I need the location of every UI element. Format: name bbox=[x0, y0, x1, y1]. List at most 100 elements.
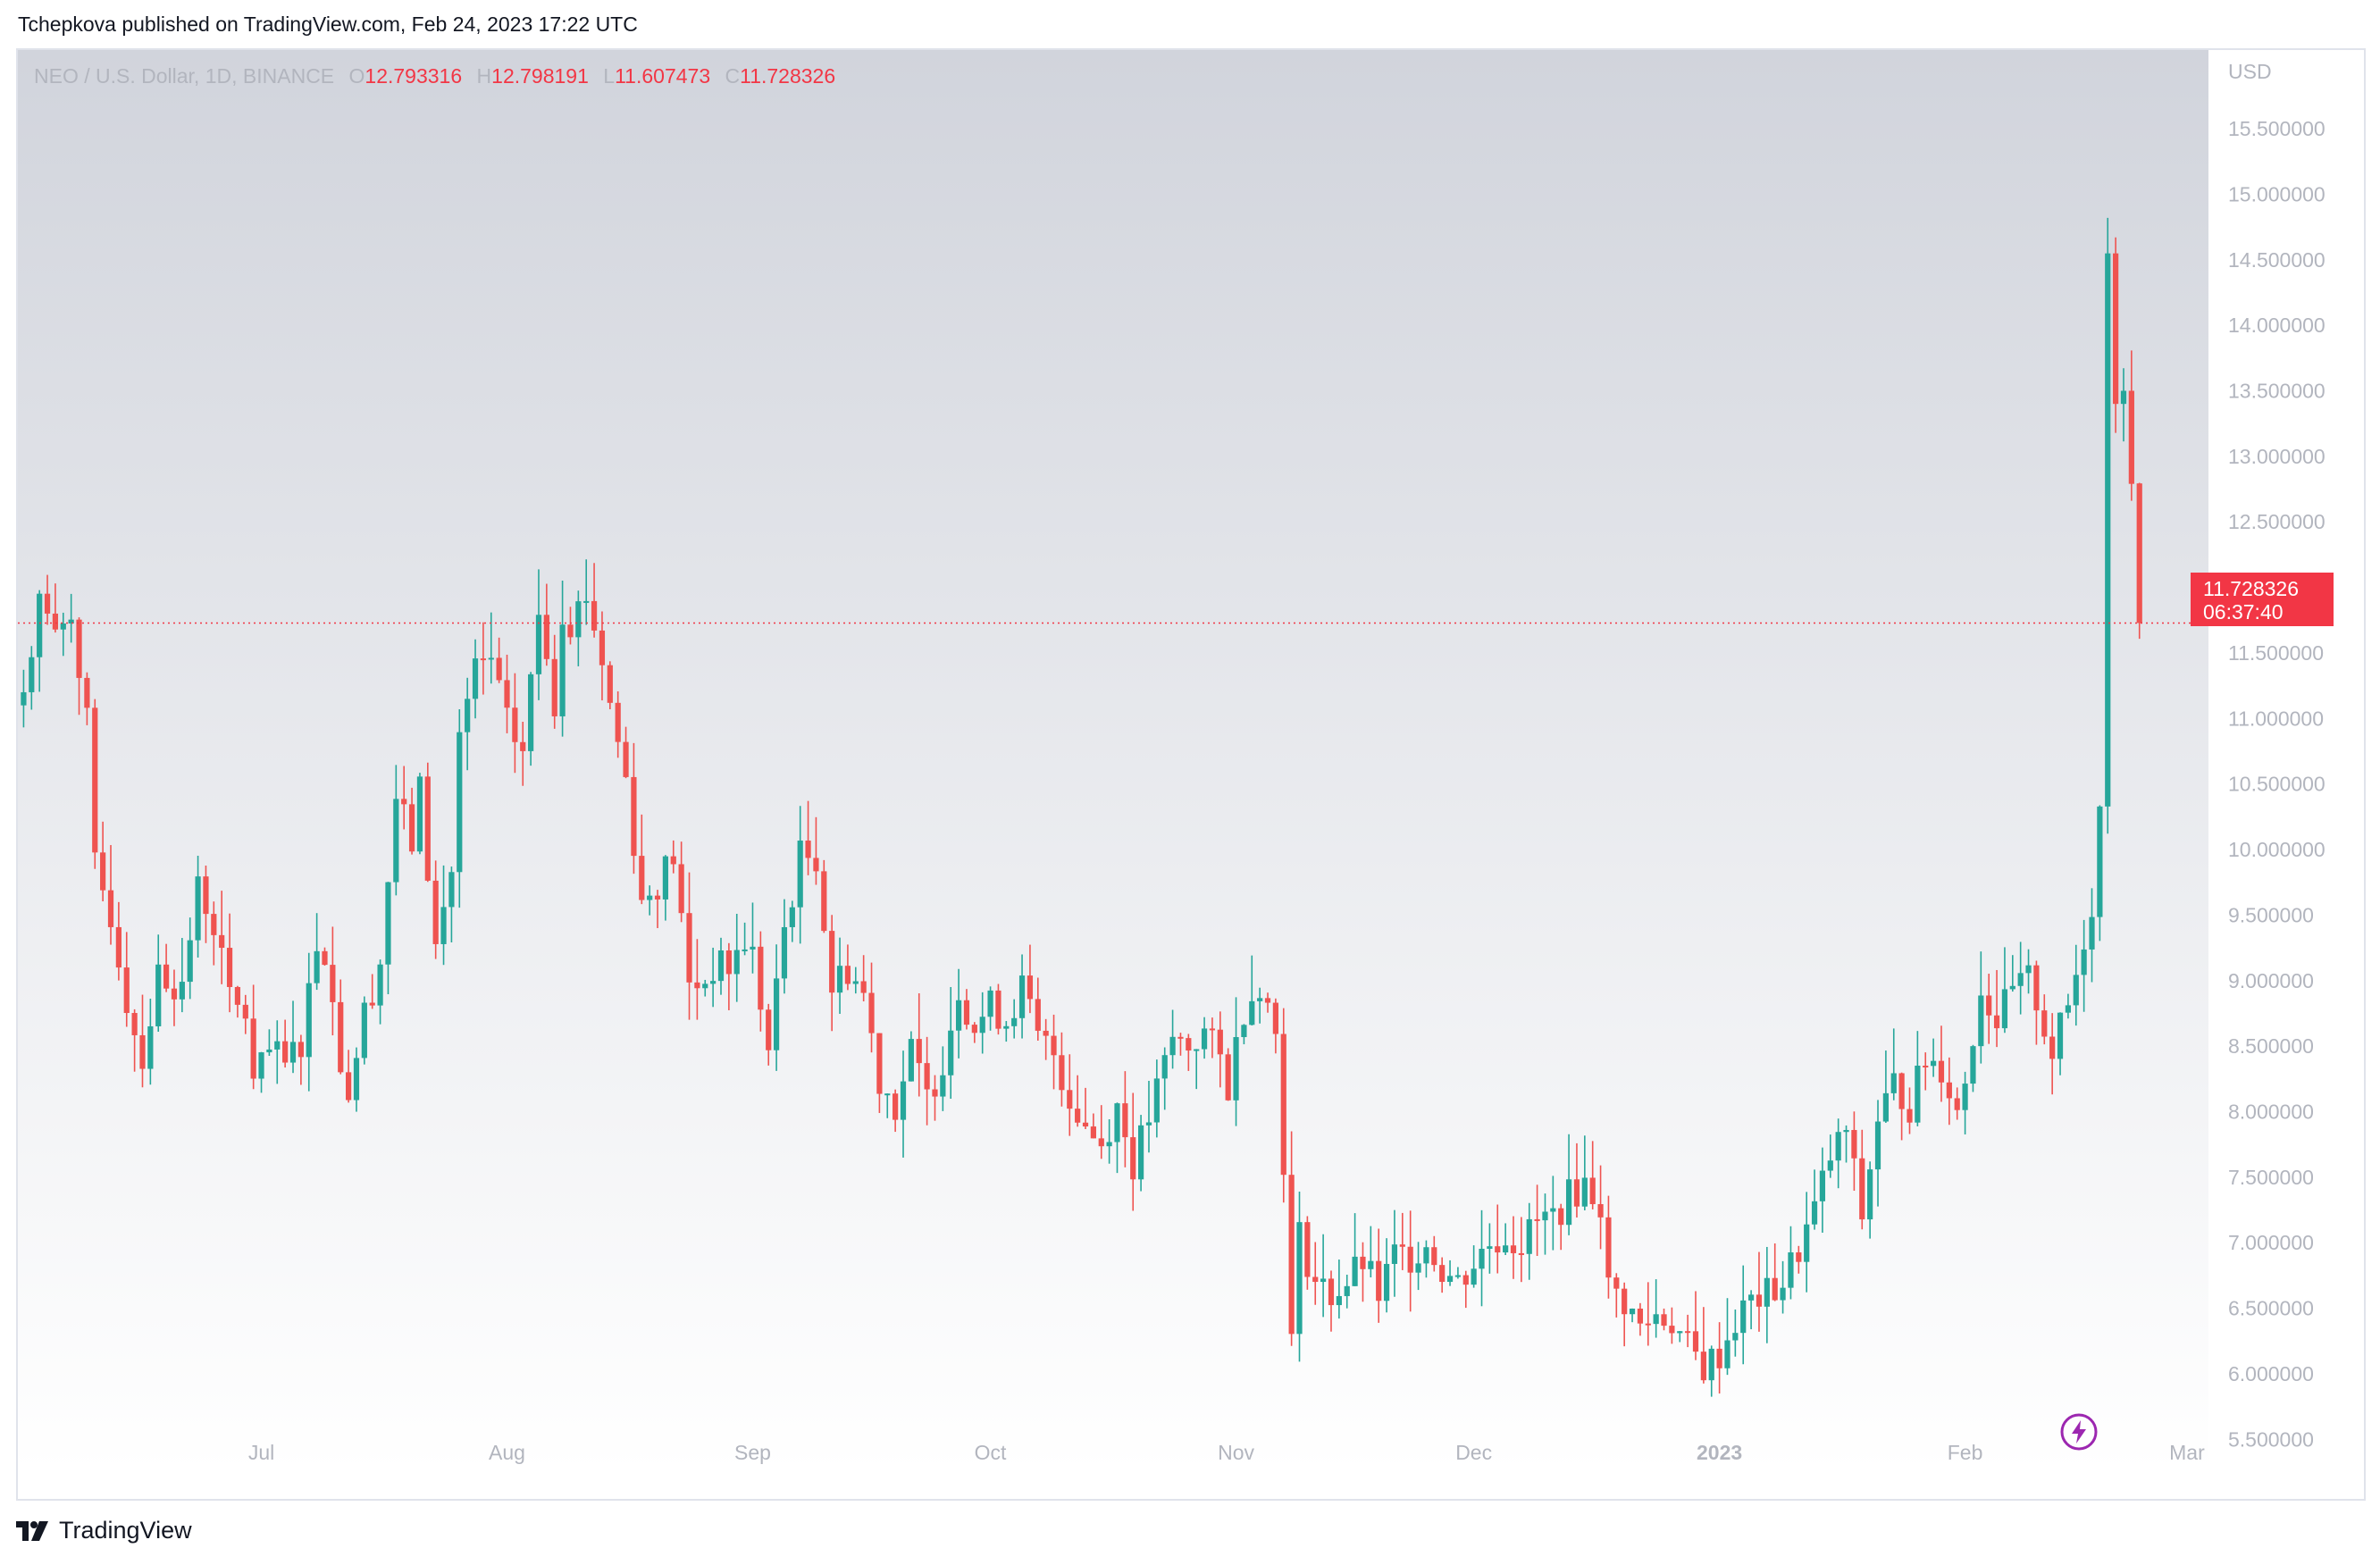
candle-body bbox=[1145, 1122, 1152, 1126]
candle-body bbox=[789, 907, 795, 927]
candle-body bbox=[416, 776, 423, 852]
candle-body bbox=[2041, 1010, 2048, 1037]
candle-body bbox=[742, 949, 748, 951]
chart-area[interactable]: 5.500000 6.000000 6.500000 7.000000 7.500000… bbox=[16, 48, 2366, 1501]
candle-body bbox=[2097, 806, 2103, 917]
price-tick-label: 8.500000 bbox=[2228, 1034, 2314, 1058]
candle-body bbox=[1804, 1224, 1810, 1262]
candle-body bbox=[2017, 973, 2024, 986]
time-tick-label: 2023 bbox=[1697, 1441, 1742, 1464]
candle-body bbox=[1518, 1252, 1524, 1255]
candle-body bbox=[1874, 1121, 1881, 1170]
candle-body bbox=[1122, 1103, 1128, 1138]
candle-body bbox=[1907, 1109, 1913, 1123]
candle-body bbox=[876, 1033, 883, 1094]
price-tick-label: 7.500000 bbox=[2228, 1166, 2314, 1189]
candle-body bbox=[1819, 1170, 1826, 1201]
candle-body bbox=[266, 1049, 272, 1053]
candle-body bbox=[1296, 1222, 1303, 1335]
candlestick-chart[interactable]: 5.500000 6.000000 6.500000 7.000000 7.500000… bbox=[18, 50, 2364, 1499]
candle-body bbox=[1035, 999, 1041, 1031]
candle-body bbox=[1075, 1109, 1081, 1123]
symbol-legend[interactable]: NEO / U.S. Dollar, 1D, BINANCE O12.79331… bbox=[34, 64, 835, 88]
candle-body bbox=[1098, 1138, 1104, 1147]
candle-body bbox=[155, 964, 162, 1026]
lightning-icon[interactable] bbox=[2059, 1412, 2099, 1452]
candle-body bbox=[1399, 1244, 1405, 1247]
candle-body bbox=[710, 981, 717, 984]
candle-body bbox=[171, 988, 178, 1000]
time-axis[interactable]: Jul Aug Sep Oct Nov Dec 2023 Feb Mar bbox=[248, 1441, 2205, 1464]
candle-body bbox=[884, 1093, 891, 1096]
candle-body bbox=[1685, 1331, 1691, 1334]
time-tick-label: Feb bbox=[1948, 1441, 1983, 1464]
candle-body bbox=[1978, 995, 1984, 1047]
candle-body bbox=[2113, 253, 2119, 405]
candle-body bbox=[520, 741, 526, 751]
price-tick-label: 7.000000 bbox=[2228, 1231, 2314, 1254]
brand-name: TradingView bbox=[59, 1517, 192, 1544]
candle-body bbox=[583, 600, 590, 603]
candle-body bbox=[219, 934, 225, 949]
candle-body bbox=[1629, 1308, 1636, 1315]
candle-body bbox=[1732, 1333, 1739, 1341]
candle-body bbox=[424, 776, 431, 881]
candle-body bbox=[1613, 1277, 1620, 1289]
candle-body bbox=[385, 882, 391, 965]
symbol-description[interactable]: NEO / U.S. Dollar, 1D, BINANCE bbox=[34, 64, 335, 88]
candle-body bbox=[1597, 1204, 1604, 1218]
candle-body bbox=[2073, 975, 2079, 1006]
candle-body bbox=[639, 856, 645, 900]
candle-body bbox=[1550, 1208, 1556, 1212]
candle-body bbox=[1241, 1025, 1247, 1038]
open-label: O bbox=[348, 64, 365, 88]
footer-brand[interactable]: TradingView bbox=[16, 1517, 192, 1544]
candle-body bbox=[1288, 1175, 1295, 1335]
price-axis[interactable]: 5.500000 6.000000 6.500000 7.000000 7.500000… bbox=[2228, 117, 2326, 1451]
candle-body bbox=[670, 856, 676, 865]
candle-body bbox=[1186, 1038, 1192, 1051]
candle-body bbox=[29, 657, 35, 692]
candle-body bbox=[1368, 1260, 1374, 1269]
candle-body bbox=[1153, 1078, 1160, 1123]
time-tick-label: Mar bbox=[2169, 1441, 2205, 1464]
candles-group bbox=[21, 217, 2142, 1397]
candle-body bbox=[813, 858, 819, 872]
candle-body bbox=[1708, 1348, 1714, 1381]
candle-body bbox=[1882, 1092, 1889, 1122]
candle-body bbox=[1946, 1082, 1952, 1099]
candle-body bbox=[773, 978, 780, 1050]
candle-body bbox=[829, 931, 835, 993]
currency-label: USD bbox=[2228, 60, 2272, 83]
candle-body bbox=[607, 665, 613, 703]
candle-body bbox=[282, 1041, 289, 1063]
price-tick-label: 9.500000 bbox=[2228, 903, 2314, 926]
price-scale-area[interactable] bbox=[2208, 50, 2364, 1472]
candle-body bbox=[1851, 1130, 1857, 1159]
tradingview-logo-icon bbox=[16, 1520, 48, 1541]
candle-body bbox=[1257, 998, 1263, 1001]
candle-body bbox=[1431, 1247, 1437, 1266]
candle-body bbox=[1589, 1177, 1596, 1205]
candle-body bbox=[2065, 1005, 2071, 1013]
candle-body bbox=[916, 1039, 922, 1064]
time-tick-label: Nov bbox=[1218, 1441, 1254, 1464]
candle-body bbox=[1011, 1017, 1018, 1026]
candle-body bbox=[987, 990, 993, 1017]
candle-body bbox=[289, 1042, 297, 1063]
candle-body bbox=[1407, 1246, 1413, 1273]
candle-body bbox=[139, 1034, 146, 1069]
open-value: 12.793316 bbox=[365, 64, 463, 88]
candle-body bbox=[330, 965, 336, 1002]
price-tick-label: 6.500000 bbox=[2228, 1297, 2314, 1320]
candle-body bbox=[1018, 975, 1026, 1018]
price-tick-label: 8.000000 bbox=[2228, 1100, 2314, 1123]
candle-body bbox=[76, 619, 82, 678]
candle-body bbox=[1090, 1126, 1096, 1139]
candle-body bbox=[979, 1017, 985, 1034]
candle-body bbox=[1177, 1036, 1184, 1039]
candle-body bbox=[2120, 390, 2127, 405]
candle-body bbox=[1788, 1252, 1794, 1288]
candle-body bbox=[1764, 1277, 1770, 1307]
candle-body bbox=[457, 732, 463, 873]
